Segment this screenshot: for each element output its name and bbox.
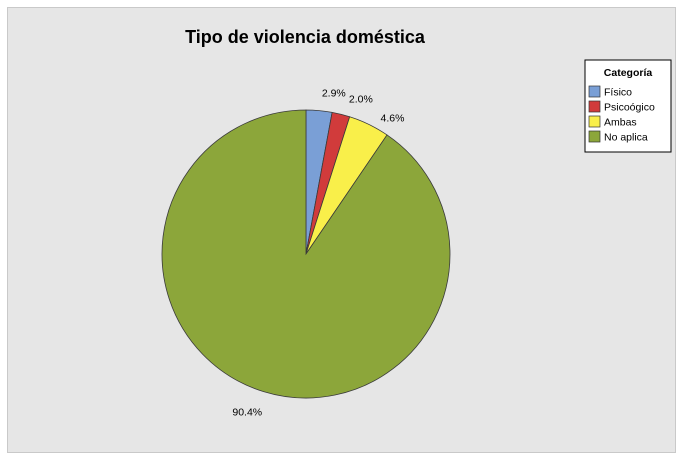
pie-label-1: 2.0% [349,94,373,106]
legend-label-2: Ambas [604,117,637,129]
legend-label-3: No aplica [604,132,648,144]
legend: Categoría Físico Psicoógico Ambas No aplica [584,59,672,153]
pie-slices [161,109,451,399]
pie-label-0: 2.9% [322,88,346,100]
pie-slice-3 [161,109,451,399]
chart-title: Tipo de violencia doméstica [185,27,426,47]
legend-title: Categoría [604,67,653,79]
legend-label-1: Psicoógico [604,102,655,114]
legend-swatch-2 [588,115,601,128]
legend-swatch-0 [588,85,601,98]
pie-label-2: 4.6% [381,112,405,124]
pie-labels: 2.9% 2.0% 4.6% 90.4% [232,88,404,419]
legend-swatch-1 [588,100,601,113]
legend-swatch-3 [588,130,601,143]
legend-label-0: Físico [604,87,632,99]
pie-label-3: 90.4% [232,406,262,418]
